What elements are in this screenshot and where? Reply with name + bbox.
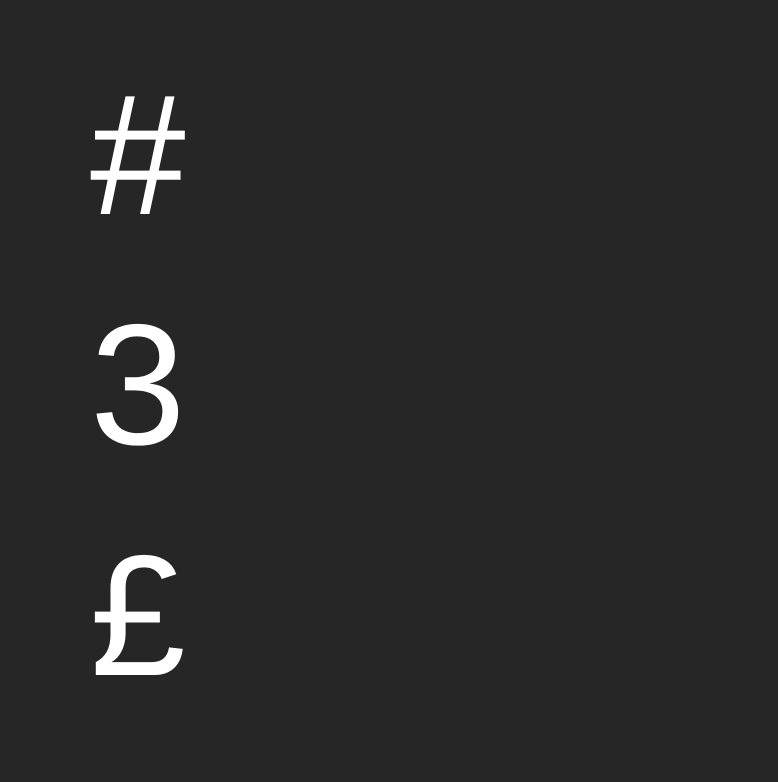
hash-symbol: # xyxy=(90,59,186,251)
digit-three: 3 xyxy=(90,289,186,481)
pound-symbol: £ xyxy=(90,520,186,712)
